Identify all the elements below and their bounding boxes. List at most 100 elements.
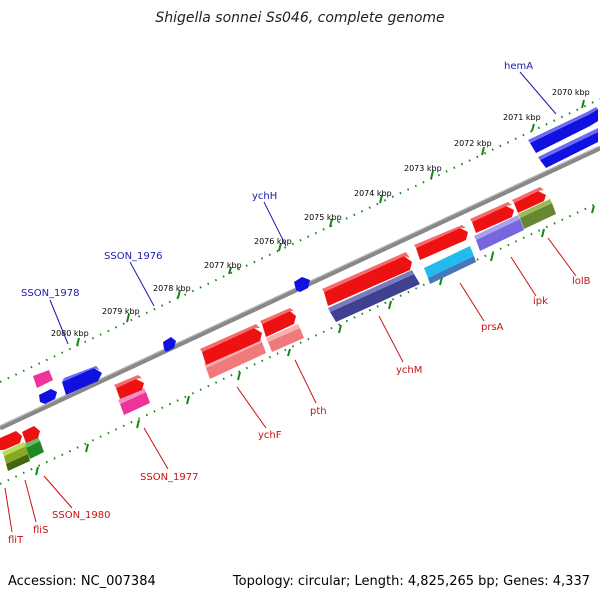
tick xyxy=(541,228,545,238)
tick-2076 xyxy=(278,242,282,252)
leader-sson1977 xyxy=(143,427,169,470)
gene-label-sson1976[interactable]: SSON_1976 xyxy=(104,251,163,262)
gene-lolB[interactable] xyxy=(520,203,556,229)
gene-ychH[interactable] xyxy=(294,277,310,292)
kbp-label: 2077 kbp xyxy=(204,261,242,270)
gene-fliT[interactable] xyxy=(6,454,30,471)
gene-label-ipk[interactable]: ipk xyxy=(533,296,548,307)
kbp-labels: 2070 kbp 2071 kbp 2072 kbp 2073 kbp 2074… xyxy=(51,88,590,338)
kbp-label: 2076 kbp xyxy=(254,237,292,246)
gene-fliS[interactable] xyxy=(4,446,28,464)
gene-ychM[interactable] xyxy=(324,256,412,306)
leader-hemA xyxy=(519,71,557,115)
kbp-label: 2073 kbp xyxy=(404,164,442,173)
gene-sson1978[interactable] xyxy=(62,368,102,395)
gene-label-sson1980[interactable]: SSON_1980 xyxy=(52,510,111,521)
leader-ipk xyxy=(510,256,537,297)
tick-2079 xyxy=(126,313,130,323)
gene-ychF-top xyxy=(200,324,260,352)
upper-leaders xyxy=(49,71,557,345)
map-title: Shigella sonnei Ss046, complete genome xyxy=(155,10,445,26)
gene-red-sson1977-upper-top xyxy=(114,375,142,388)
lower-ticks xyxy=(35,205,595,476)
tick xyxy=(186,395,190,405)
kbp-label: 2070 kbp xyxy=(552,88,590,97)
tick xyxy=(237,371,241,381)
gene-pth-top xyxy=(266,324,300,342)
gene-red-far-left[interactable] xyxy=(0,431,22,450)
gene-label-ychF[interactable]: ychF xyxy=(258,430,282,441)
gene-ipk-top xyxy=(474,215,520,240)
gene-red-lolB-upper-top xyxy=(512,187,544,203)
gene-label-ychH[interactable]: ychH xyxy=(252,191,277,202)
gene-labels: hemA ychH SSON_1976 SSON_1978 lolB ipk p… xyxy=(8,61,591,546)
gene-red-prsA-upper-top xyxy=(414,225,466,248)
leader-pth xyxy=(294,359,317,404)
gene-prsA[interactable] xyxy=(424,246,474,278)
gene-sson1980-top xyxy=(24,437,40,448)
tick-2080 xyxy=(76,337,80,347)
kbp-label: 2078 kbp xyxy=(153,284,191,293)
gene-red-pth-upper-top xyxy=(260,308,294,324)
tick-2074 xyxy=(379,194,383,204)
tick-2075 xyxy=(329,218,333,228)
gene-red-ipk-upper-top xyxy=(470,202,512,222)
gene-upper-blue-2[interactable] xyxy=(540,132,598,168)
tick-2073 xyxy=(430,170,434,180)
kbp-label: 2080 kbp xyxy=(51,329,89,338)
leader-fliT xyxy=(4,487,13,533)
gene-sson1977-top xyxy=(118,388,146,404)
kbp-label: 2072 kbp xyxy=(454,139,492,148)
kbp-label: 2074 kbp xyxy=(354,189,392,198)
gene-label-ychM[interactable]: ychM xyxy=(396,365,422,376)
gene-hemA[interactable] xyxy=(530,109,598,153)
gene-pink-upper[interactable] xyxy=(33,370,53,388)
gene-label-fliS[interactable]: fliS xyxy=(33,525,48,536)
gene-red-prsA-upper[interactable] xyxy=(416,228,468,260)
gene-pth[interactable] xyxy=(268,328,304,352)
tick xyxy=(490,252,494,262)
gene-label-sson1977[interactable]: SSON_1977 xyxy=(140,472,199,483)
tick xyxy=(136,419,140,429)
gene-red-left-upper[interactable] xyxy=(22,426,40,443)
gene-label-fliT[interactable]: fliT xyxy=(8,535,24,546)
gene-small-blue-upper[interactable] xyxy=(39,389,57,404)
leader-fliS xyxy=(24,479,37,523)
gene-label-lolB[interactable]: lolB xyxy=(572,276,591,287)
lower-genes xyxy=(0,187,556,471)
tick-2070 xyxy=(581,99,585,109)
gene-label-hemA[interactable]: hemA xyxy=(504,61,533,72)
tick xyxy=(85,443,89,453)
gene-red-lolB-upper[interactable] xyxy=(514,191,546,213)
tick xyxy=(388,300,392,310)
tick-2077 xyxy=(228,266,232,275)
accession-text: Accession: NC_007384 xyxy=(8,574,156,589)
gene-sson1976[interactable] xyxy=(163,337,176,352)
gene-ipk[interactable] xyxy=(476,219,524,251)
gene-prsA-lower xyxy=(428,256,476,284)
tick-2078 xyxy=(177,289,181,299)
upper-genes xyxy=(33,107,598,404)
gene-red-sson1977-upper[interactable] xyxy=(116,379,144,399)
gene-ychF-light[interactable] xyxy=(206,342,266,379)
gene-label-pth[interactable]: pth xyxy=(310,406,327,417)
gene-lolB-top xyxy=(518,199,552,218)
tick xyxy=(287,348,291,357)
leader-prsA xyxy=(459,282,485,322)
gene-label-prsA[interactable]: prsA xyxy=(481,322,504,333)
tick xyxy=(338,324,342,334)
gene-fliS-top xyxy=(2,442,26,456)
upper-ticks xyxy=(76,99,585,347)
gene-label-sson1978[interactable]: SSON_1978 xyxy=(21,288,80,299)
gene-red-ipk-upper[interactable] xyxy=(472,206,514,233)
gene-sson1980[interactable] xyxy=(26,441,44,459)
gene-ychM-navy[interactable] xyxy=(330,274,420,322)
gene-ychF[interactable] xyxy=(202,328,262,365)
leader-ychH xyxy=(263,201,287,247)
leader-ychM xyxy=(378,315,404,363)
gene-ychM-navy-top xyxy=(328,270,414,312)
leader-lolB xyxy=(547,237,577,277)
gene-red-pth-upper[interactable] xyxy=(262,311,296,337)
gene-sson1977[interactable] xyxy=(120,392,150,415)
